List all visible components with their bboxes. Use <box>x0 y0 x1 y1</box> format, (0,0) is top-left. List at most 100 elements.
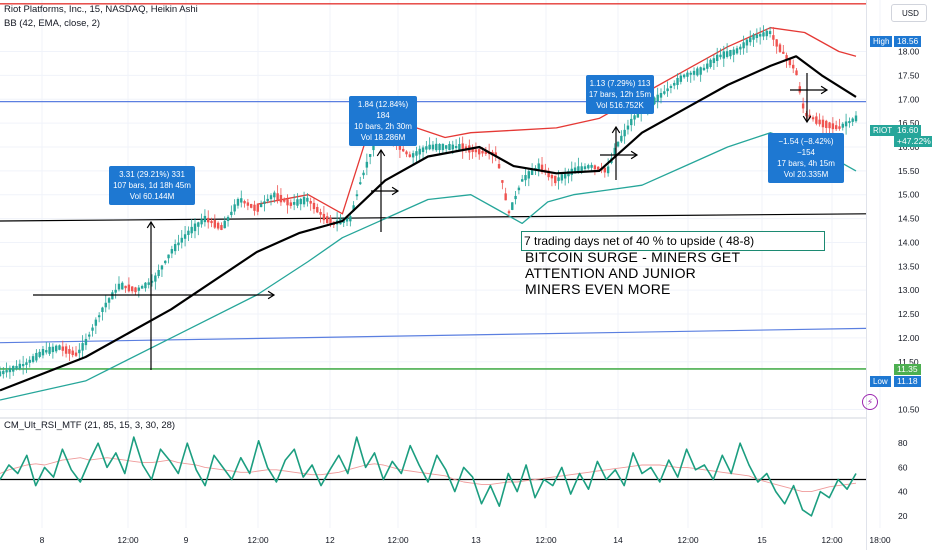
candle-body <box>5 370 8 373</box>
candle-body <box>520 179 524 182</box>
ticker-label: RIOT <box>870 125 896 136</box>
candle-body <box>527 171 531 179</box>
candle-body <box>825 120 828 128</box>
arrow-horizontal-3-head <box>630 150 639 160</box>
annotation-line-3: MINERS EVEN MORE <box>525 281 671 297</box>
candle-body <box>276 193 279 201</box>
candle-body <box>719 54 722 58</box>
candle-body <box>775 39 778 47</box>
time-tick-label: 12:00 <box>821 535 843 545</box>
tick-mark-2-head <box>391 186 400 196</box>
measure-box-4[interactable]: −1.54 (−8.42%) −154 17 bars, 4h 15m Vol … <box>768 133 844 183</box>
candle-body <box>706 63 709 69</box>
candle-body <box>511 202 514 210</box>
candle-body <box>398 144 402 150</box>
annotation-line-1: BITCOIN SURGE - MINERS GET <box>525 249 741 265</box>
candle-body <box>554 175 557 184</box>
candle-body <box>504 193 507 201</box>
candle-body <box>84 338 88 346</box>
candle-body <box>213 220 217 228</box>
candle-body <box>266 198 269 201</box>
candle-body <box>537 163 540 170</box>
candle-body <box>2 370 5 375</box>
candle-body <box>150 280 154 283</box>
candle-body <box>785 55 788 60</box>
candle-body <box>101 307 104 313</box>
candle-body <box>749 37 752 43</box>
reference-lines <box>0 3 867 370</box>
candle-body <box>626 125 630 130</box>
candle-body <box>164 260 167 264</box>
lightning-icon[interactable]: ⚡ <box>862 394 878 410</box>
candle-body <box>223 220 226 229</box>
candle-body <box>81 343 84 351</box>
currency-button[interactable] <box>891 4 927 22</box>
candle-body <box>38 351 41 357</box>
candle-body <box>319 211 322 215</box>
candle-body <box>739 46 742 50</box>
candle-body <box>187 230 190 235</box>
candle-body <box>306 197 309 202</box>
arrow-vertical-3-head <box>611 125 621 134</box>
candle-body <box>762 32 765 37</box>
candle-body <box>669 86 673 88</box>
price-tick-label: 14.50 <box>898 214 920 224</box>
candle-body <box>25 362 28 365</box>
candle-body <box>630 118 633 126</box>
candle-body <box>200 219 203 225</box>
candle-body <box>838 126 841 129</box>
candle-body <box>715 54 719 62</box>
candle-body <box>696 68 699 76</box>
candle-body <box>828 122 831 129</box>
candle-body <box>653 97 656 105</box>
candle-body <box>461 143 464 151</box>
candle-body <box>368 154 372 157</box>
candle-body <box>497 164 501 169</box>
candle-body <box>421 147 425 153</box>
annotation-box[interactable]: 7 trading days net of 40 % to upside ( 4… <box>521 231 825 251</box>
candle-body <box>745 39 749 46</box>
candle-body <box>425 146 428 150</box>
annotation-text[interactable]: BITCOIN SURGE - MINERS GET ATTENTION AND… <box>525 249 740 297</box>
candle-body <box>732 49 735 55</box>
measure-box-3[interactable]: 1.13 (7.29%) 113 17 bars, 12h 15m Vol 51… <box>586 75 654 114</box>
candle-body <box>329 218 332 226</box>
candle-body <box>183 234 187 239</box>
price-tick-label: 10.50 <box>898 405 920 415</box>
bb-indicator-label: BB (42, EMA, close, 2) <box>4 18 101 29</box>
measure-box-1-change: 3.31 (29.21%) 331 <box>119 170 185 179</box>
candle-body <box>742 42 745 49</box>
candle-body <box>606 166 610 174</box>
time-tick-label: 13 <box>471 535 481 545</box>
candle-body <box>197 222 200 227</box>
candle-body <box>659 93 663 98</box>
candle-body <box>220 225 223 230</box>
bollinger-upper-band <box>256 27 857 215</box>
candle-body <box>725 51 729 57</box>
candle-body <box>848 121 851 124</box>
measure-box-4-volume: Vol 20.335M <box>783 170 829 179</box>
candle-body <box>48 346 51 354</box>
time-tick-label: 15 <box>757 535 767 545</box>
candle-body <box>35 352 38 361</box>
candle-body <box>811 117 815 120</box>
candle-body <box>167 254 170 259</box>
candle-body <box>778 44 782 52</box>
candle-body <box>636 111 640 118</box>
candle-body <box>292 201 296 205</box>
time-tick-label: 12:00 <box>247 535 269 545</box>
measure-box-4-bars: 17 bars, 4h 15m <box>777 159 835 168</box>
candle-body <box>699 67 702 75</box>
candle-body <box>236 199 240 206</box>
measure-box-1[interactable]: 3.31 (29.21%) 331 107 bars, 1d 18h 45m V… <box>109 166 195 205</box>
candle-body <box>64 346 68 354</box>
ema-line <box>0 55 857 392</box>
measure-box-3-bars: 17 bars, 12h 15m <box>588 90 652 99</box>
candle-body <box>154 275 157 282</box>
measure-box-2[interactable]: 1.84 (12.84%) 184 10 bars, 2h 30m Vol 18… <box>349 96 417 146</box>
candle-body <box>702 67 706 71</box>
candle-body <box>428 144 431 150</box>
arrow-vertical-2-head <box>376 148 386 157</box>
hline-blue-lower <box>0 327 867 344</box>
